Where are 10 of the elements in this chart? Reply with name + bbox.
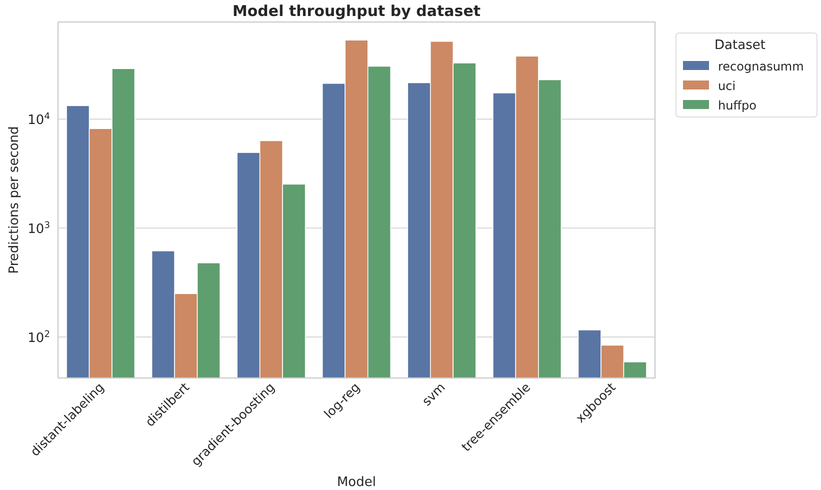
legend-title: Dataset (714, 38, 766, 53)
legend-label: recognasumm (718, 60, 804, 74)
x-axis-title: Model (336, 475, 376, 490)
y-tick-label: 10$^{4}$ (28, 112, 50, 128)
y-tick-label: 10$^{2}$ (28, 330, 50, 346)
chart-title: Model throughput by dataset (232, 2, 481, 20)
legend-label: uci (718, 79, 736, 93)
legend-label: huffpo (718, 98, 756, 112)
y-tick-label: 10$^{3}$ (28, 221, 50, 238)
y-axis-title: Predictions per second (7, 126, 22, 274)
